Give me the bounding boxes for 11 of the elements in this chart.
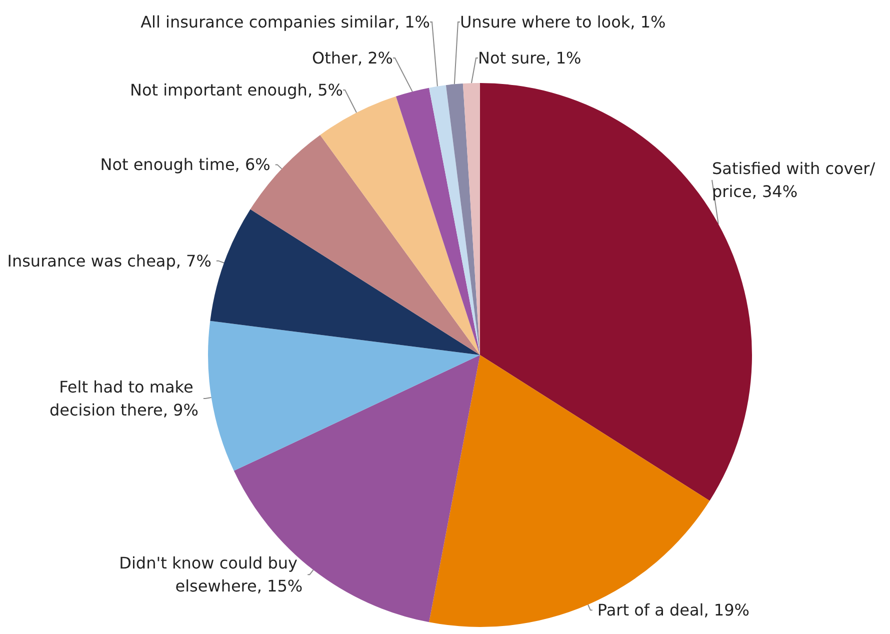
slice-label: Other, 2%: [312, 48, 393, 68]
slice-label: Unsure where to look, 1%: [460, 12, 666, 32]
slice-label: Part of a deal, 19%: [597, 600, 750, 620]
slice-label: Insurance was cheap, 7%: [7, 251, 212, 270]
slice-label: Felt had to make decision there, 9%: [50, 377, 198, 420]
slice-label: Not sure, 1%: [478, 48, 582, 68]
slice-label: Not enough time, 6%: [100, 155, 270, 174]
slice-label: All insurance companies similar, 1%: [140, 12, 430, 32]
slice-label: Not important enough, 5%: [130, 80, 343, 100]
slice-label: Satisfied with cover/price, 34%: [712, 159, 876, 201]
slice-label: Didn't know could buy elsewhere, 15%: [119, 554, 303, 596]
